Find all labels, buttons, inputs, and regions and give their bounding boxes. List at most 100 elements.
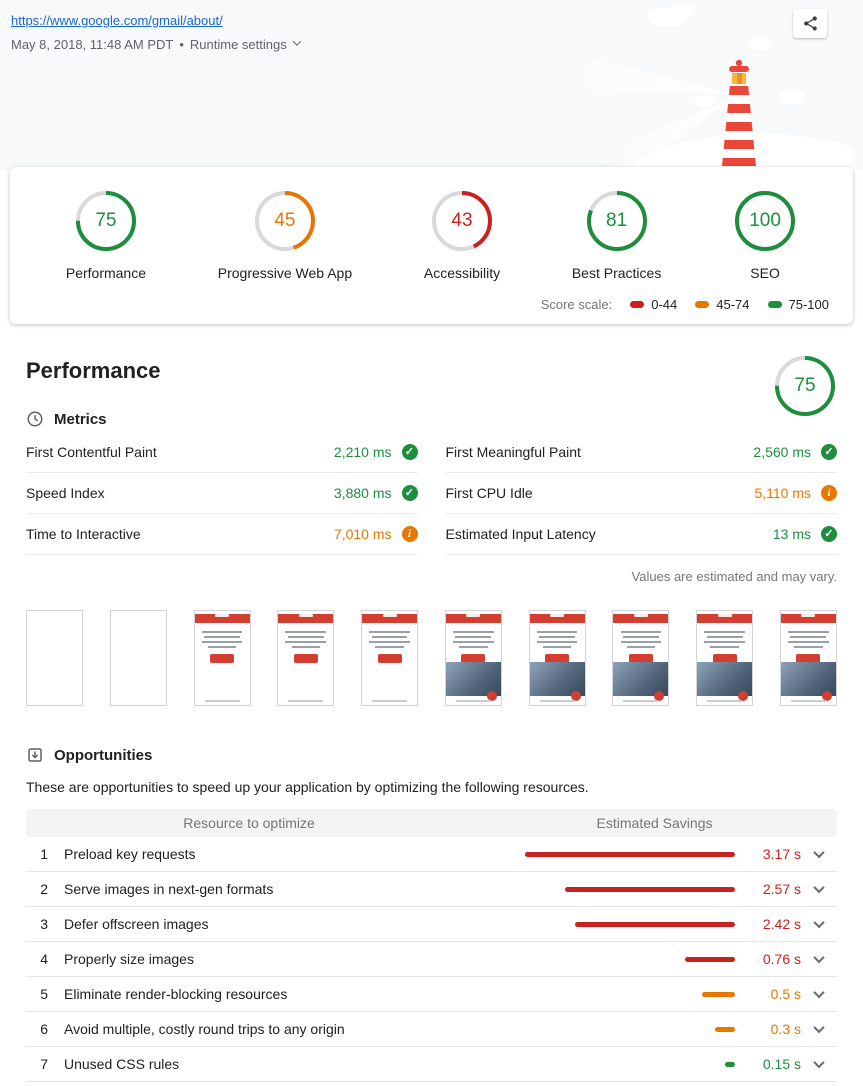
opportunities-section: Opportunities These are opportunities to… [0, 746, 863, 1086]
metric-label: First Meaningful Paint [445, 444, 581, 460]
opportunity-label: Preload key requests [64, 846, 196, 862]
opportunity-label: Unused CSS rules [64, 1056, 180, 1072]
opportunity-row[interactable]: 1 Preload key requests 3.17 s [26, 837, 837, 872]
metric-status-icon [821, 485, 837, 501]
scale-range-average: 45-74 [695, 297, 750, 312]
score-gauge-best-practices[interactable]: 81 Best Practices [572, 189, 661, 281]
thumb-fab [486, 691, 497, 701]
cloud-icon [694, 95, 716, 107]
thumb-page-header [445, 614, 501, 623]
savings-value: 2.57 s [762, 881, 801, 897]
metric-value: 2,210 ms [333, 444, 392, 460]
thumb-footer-line [623, 700, 659, 702]
thumb-fab [821, 691, 832, 701]
score-label: Best Practices [571, 265, 662, 281]
opportunity-index: 7 [40, 1056, 48, 1072]
ground [629, 134, 863, 170]
savings-value: 0.76 s [762, 951, 801, 967]
score-value: 81 [606, 210, 628, 231]
thumb-fab [738, 691, 749, 701]
metric-status-icon [821, 444, 837, 460]
report-header: https://www.google.com/gmail/about/ May … [0, 0, 863, 170]
opportunity-index: 3 [40, 916, 48, 932]
opportunities-title: Opportunities [54, 746, 153, 764]
opportunity-row[interactable]: 5 Eliminate render-blocking resources 0.… [26, 977, 837, 1012]
expand-row-button[interactable] [801, 1056, 837, 1069]
metric-value: 2,560 ms [753, 444, 811, 460]
timer-icon [27, 411, 43, 427]
filmstrip-frame [528, 610, 586, 706]
score-scale-label: Score scale: [540, 297, 613, 312]
scale-range-label: 75-100 [788, 297, 829, 312]
score-summary-card: 75 Performance 45 Progressive Web App 43 [10, 167, 853, 324]
thumb-page-header [613, 614, 669, 623]
opportunity-index: 2 [40, 881, 48, 897]
thumb-hero-image [697, 662, 753, 701]
thumb-hero-image [529, 662, 585, 701]
cloud-icon [670, 3, 694, 19]
metric-row: Speed Index 3,880 ms [26, 473, 418, 514]
filmstrip [26, 610, 837, 706]
savings-bar [685, 956, 735, 962]
score-label: Performance [65, 265, 147, 281]
gauge: 45 [253, 189, 317, 253]
savings-bar [525, 851, 735, 857]
score-gauge-accessibility[interactable]: 43 Accessibility [424, 189, 500, 281]
score-gauge-pwa[interactable]: 45 Progressive Web App [218, 189, 352, 281]
opportunity-label: Eliminate render-blocking resources [64, 986, 288, 1002]
expand-row-button[interactable] [801, 1021, 837, 1034]
report-url-link[interactable]: https://www.google.com/gmail/about/ [11, 13, 223, 28]
score-gauge-performance[interactable]: 75 Performance [66, 189, 146, 281]
metrics-title: Metrics [54, 410, 107, 428]
chevron-down-icon [813, 846, 825, 859]
gauge-ring [775, 356, 835, 416]
thumb-text-lines [536, 631, 578, 648]
runtime-settings-toggle[interactable]: Runtime settings [190, 37, 301, 52]
thumb-text-lines [452, 631, 494, 648]
metric-status-icon [401, 444, 418, 460]
expand-row-button[interactable] [801, 986, 837, 999]
clouds [647, 3, 806, 107]
savings-value: 0.15 s [762, 1056, 801, 1072]
opportunity-index: 5 [40, 986, 48, 1002]
gauge-ring [735, 191, 796, 251]
thumb-page-header [194, 614, 250, 623]
opportunity-row[interactable]: 7 Unused CSS rules 0.15 s [26, 1047, 837, 1082]
thumb-cta-button [796, 654, 821, 663]
savings-bar [575, 921, 735, 927]
thumb-text-lines [788, 631, 829, 648]
savings-bar [702, 991, 735, 997]
opportunity-label: Serve images in next-gen formats [64, 881, 274, 897]
expand-row-button[interactable] [801, 846, 837, 859]
scale-dot-pass [767, 301, 782, 308]
score-gauge-seo[interactable]: 100 SEO [733, 189, 797, 281]
gauge: 100 [733, 189, 797, 253]
metric-value: 5,110 ms [754, 485, 811, 501]
opportunity-row[interactable]: 6 Avoid multiple, costly round trips to … [26, 1012, 837, 1047]
expand-row-button[interactable] [801, 881, 837, 894]
thumb-cta-button [210, 654, 235, 663]
chevron-down-icon [813, 986, 825, 999]
score-label: Accessibility [423, 265, 501, 281]
thumb-footer-line [707, 700, 743, 702]
expand-row-button[interactable] [801, 951, 837, 964]
expand-row-button[interactable] [801, 916, 837, 929]
filmstrip-frame [277, 610, 335, 706]
chevron-down-icon [813, 916, 825, 929]
savings-value: 2.42 s [762, 916, 801, 932]
savings-value: 0.3 s [770, 1021, 801, 1037]
thumb-cta-button [545, 654, 570, 663]
metric-status-icon [401, 485, 418, 501]
thumb-hero-image [780, 662, 836, 701]
thumb-cta-button [628, 654, 653, 663]
opportunity-row[interactable]: 3 Defer offscreen images 2.42 s [26, 907, 837, 942]
score-label: SEO [750, 265, 780, 281]
report-meta: https://www.google.com/gmail/about/ May … [11, 12, 301, 52]
scale-range-fail: 0-44 [630, 297, 677, 312]
opportunities-description: These are opportunities to speed up your… [26, 779, 589, 795]
opportunity-row[interactable]: 2 Serve images in next-gen formats 2.57 … [26, 872, 837, 907]
thumb-page-header [278, 614, 334, 623]
score-value: 45 [274, 210, 296, 231]
opportunity-row[interactable]: 4 Properly size images 0.76 s [26, 942, 837, 977]
share-button[interactable] [793, 9, 827, 38]
